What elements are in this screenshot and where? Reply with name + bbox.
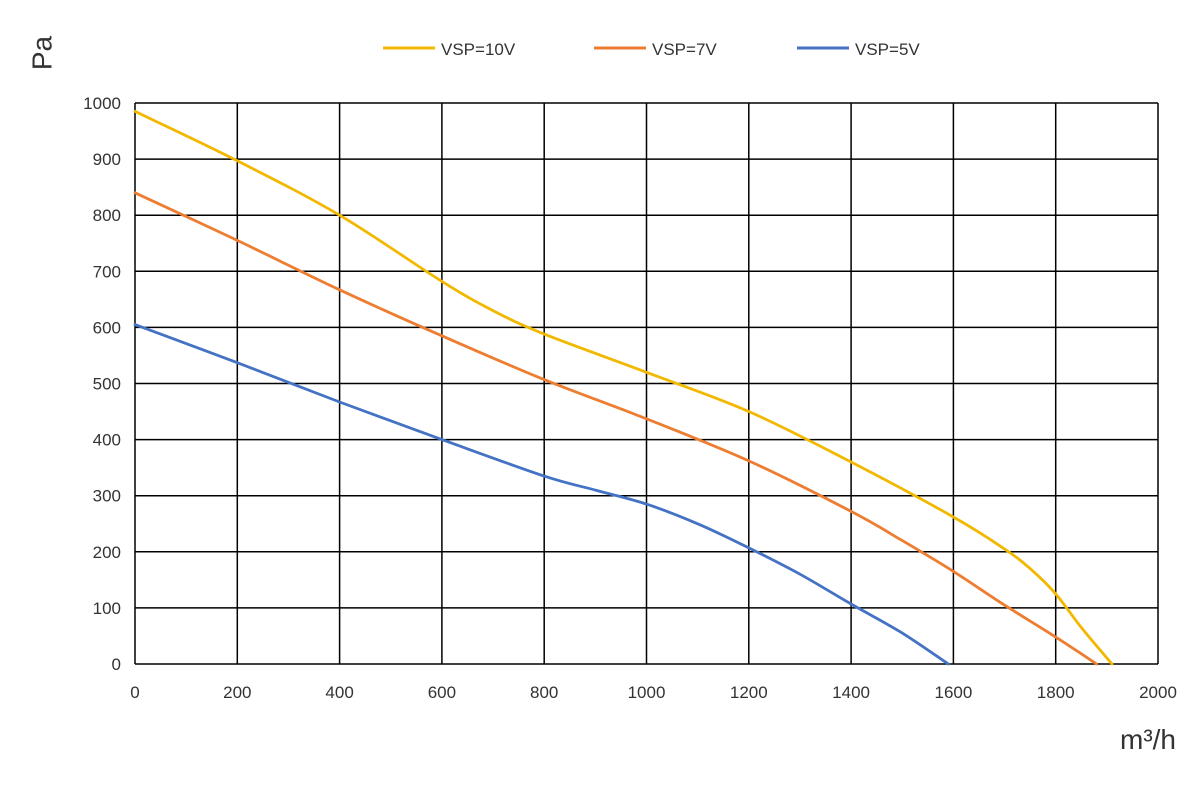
x-tick-label: 200 <box>223 683 251 702</box>
series-line-vsp-7v <box>133 191 1098 666</box>
x-axis-title: m³/h <box>1120 724 1176 755</box>
x-tick-label: 1800 <box>1037 683 1075 702</box>
x-tick-label: 800 <box>530 683 558 702</box>
x-axis-ticks: 0 200 400 600 800 1000 1200 1400 1600 1800 2000 <box>130 683 1177 702</box>
x-tick-label: 1600 <box>934 683 972 702</box>
x-tick-label: 1400 <box>832 683 870 702</box>
x-tick-label: 400 <box>325 683 353 702</box>
x-tick-label: 2000 <box>1139 683 1177 702</box>
legend-label-vsp-7v: VSP=7V <box>652 40 717 59</box>
series-line-vsp-10v <box>133 110 1114 666</box>
y-tick-label: 1000 <box>83 94 121 113</box>
legend-label-vsp-10v: VSP=10V <box>441 40 516 59</box>
y-axis-title: Pa <box>26 35 57 70</box>
x-tick-label: 1200 <box>730 683 768 702</box>
y-tick-label: 0 <box>112 655 121 674</box>
y-axis-ticks: 0 100 200 300 400 500 600 700 800 900 1000 <box>83 94 121 674</box>
y-tick-label: 800 <box>93 206 121 225</box>
y-tick-label: 700 <box>93 262 121 281</box>
series-line-vsp-5v <box>133 323 950 666</box>
x-tick-label: 0 <box>130 683 139 702</box>
y-tick-label: 300 <box>93 487 121 506</box>
y-tick-label: 200 <box>93 543 121 562</box>
y-tick-label: 600 <box>93 318 121 337</box>
y-tick-label: 500 <box>93 375 121 394</box>
gridlines <box>134 102 1159 665</box>
x-tick-label: 1000 <box>628 683 666 702</box>
y-tick-label: 900 <box>93 150 121 169</box>
y-tick-label: 400 <box>93 431 121 450</box>
y-tick-label: 100 <box>93 599 121 618</box>
x-tick-label: 600 <box>428 683 456 702</box>
legend-label-vsp-5v: VSP=5V <box>855 40 920 59</box>
legend: VSP=10V VSP=7V VSP=5V <box>383 40 920 59</box>
series-lines <box>133 110 1114 666</box>
